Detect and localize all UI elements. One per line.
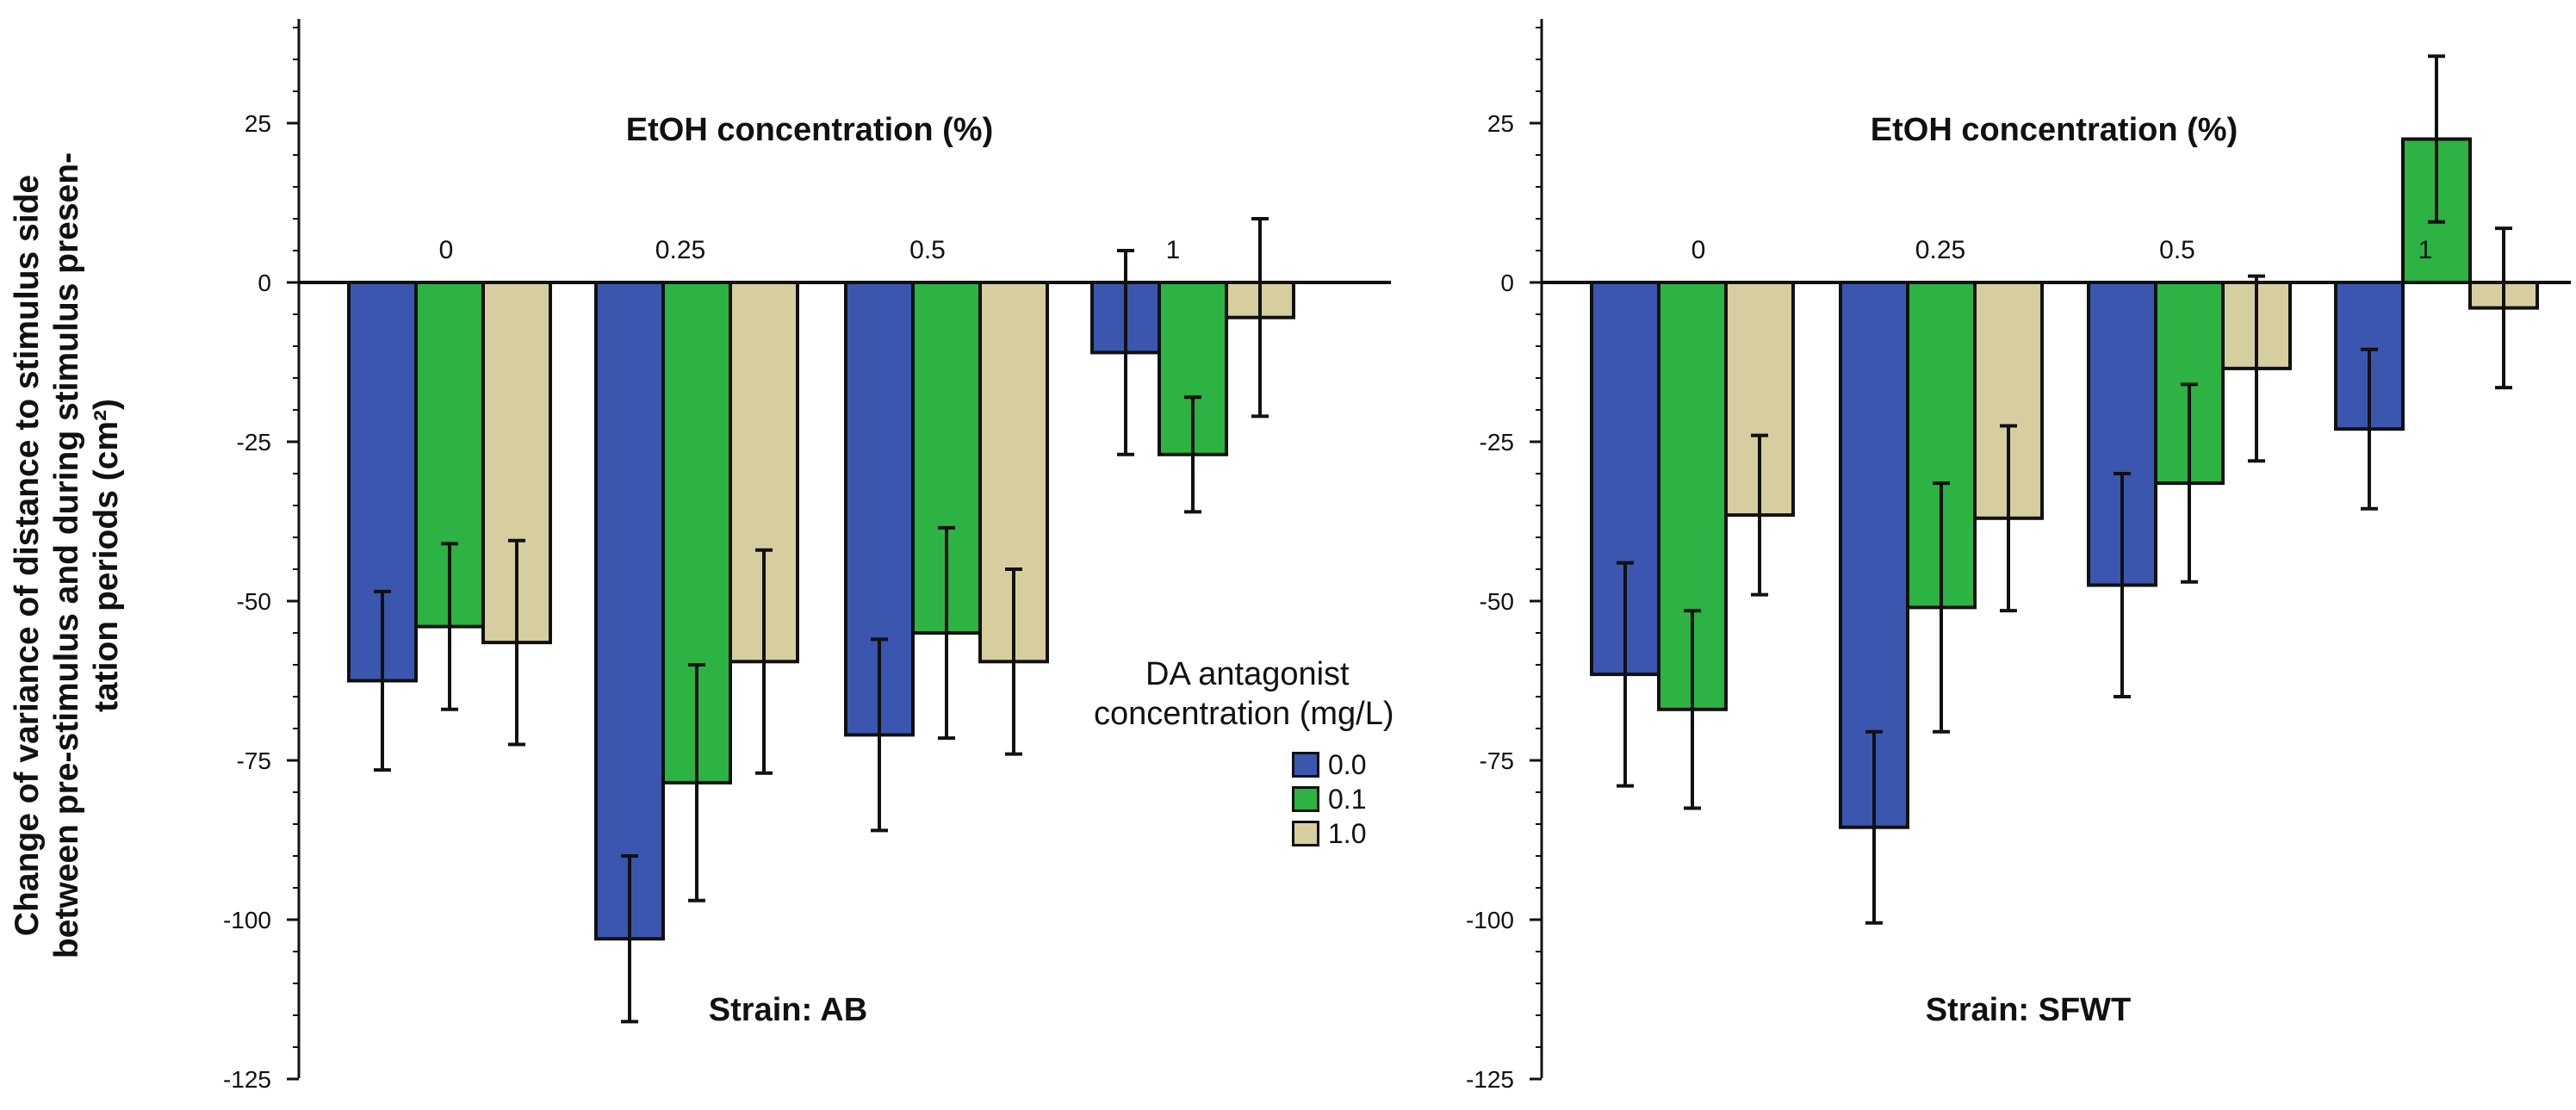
legend-item-0.1: 0.1 — [1292, 784, 1366, 815]
panel-1-bar-0.0-0.25 — [594, 281, 665, 941]
panel-2-category-label-0: 0 — [1691, 236, 1706, 264]
panel-2-y-tick-label--100: -100 — [1466, 907, 1514, 933]
legend-swatch-1.0 — [1292, 821, 1319, 846]
panel-2-category-label-0.5: 0.5 — [2159, 236, 2195, 264]
panel-2-category-title: EtOH concentration (%) — [1871, 112, 2238, 148]
panel-1-y-tick-label-0: 0 — [258, 270, 271, 296]
panel-1-y-tick-label--50: -50 — [237, 588, 271, 615]
panel-1-y-tick-label--100: -100 — [223, 907, 271, 933]
panel-2-category-label-1: 1 — [2418, 236, 2433, 264]
legend-label-0.0: 0.0 — [1328, 748, 1367, 780]
legend-item-0.0: 0.0 — [1292, 749, 1366, 780]
panel-1-y-tick-label--25: -25 — [237, 429, 271, 456]
panel-2-y-tick-label-0: 0 — [1500, 270, 1514, 296]
legend-item-1.0: 1.0 — [1292, 818, 1366, 849]
legend-title-line-2: concentration (mg/L) — [1094, 696, 1394, 732]
panel-2-y-tick-label-25: 25 — [1487, 110, 1514, 137]
legend-label-1.0: 1.0 — [1328, 817, 1367, 849]
panel-1-y-tick-label--75: -75 — [237, 747, 271, 774]
legend-label-0.1: 0.1 — [1328, 783, 1367, 815]
legend-swatch-0.0 — [1292, 752, 1319, 778]
panel-2-category-label-0.25: 0.25 — [1915, 236, 1965, 264]
legend-title-line-1: DA antagonist — [1145, 656, 1350, 692]
panel-2-strain-label: Strain: SFWT — [1926, 992, 2132, 1028]
panel-1-category-label-0.5: 0.5 — [909, 236, 946, 264]
panel-1-y-tick-label-25: 25 — [245, 110, 271, 137]
legend-swatch-0.1 — [1292, 786, 1319, 812]
panel-1-category-label-0.25: 0.25 — [655, 236, 705, 264]
panel-2-y-tick-label--75: -75 — [1480, 747, 1514, 774]
panel-1-category-label-1: 1 — [1166, 236, 1181, 264]
panel-1-strain-label: Strain: AB — [709, 992, 867, 1028]
panel-1-category-label-0: 0 — [439, 236, 454, 264]
panel-1-category-title: EtOH concentration (%) — [626, 112, 993, 148]
panel-1-y-tick-label--125: -125 — [223, 1066, 271, 1093]
panel-2-y-tick-label--25: -25 — [1480, 429, 1514, 456]
panel-2-y-tick-label--50: -50 — [1480, 588, 1514, 615]
panel-2-y-tick-label--125: -125 — [1466, 1066, 1514, 1093]
